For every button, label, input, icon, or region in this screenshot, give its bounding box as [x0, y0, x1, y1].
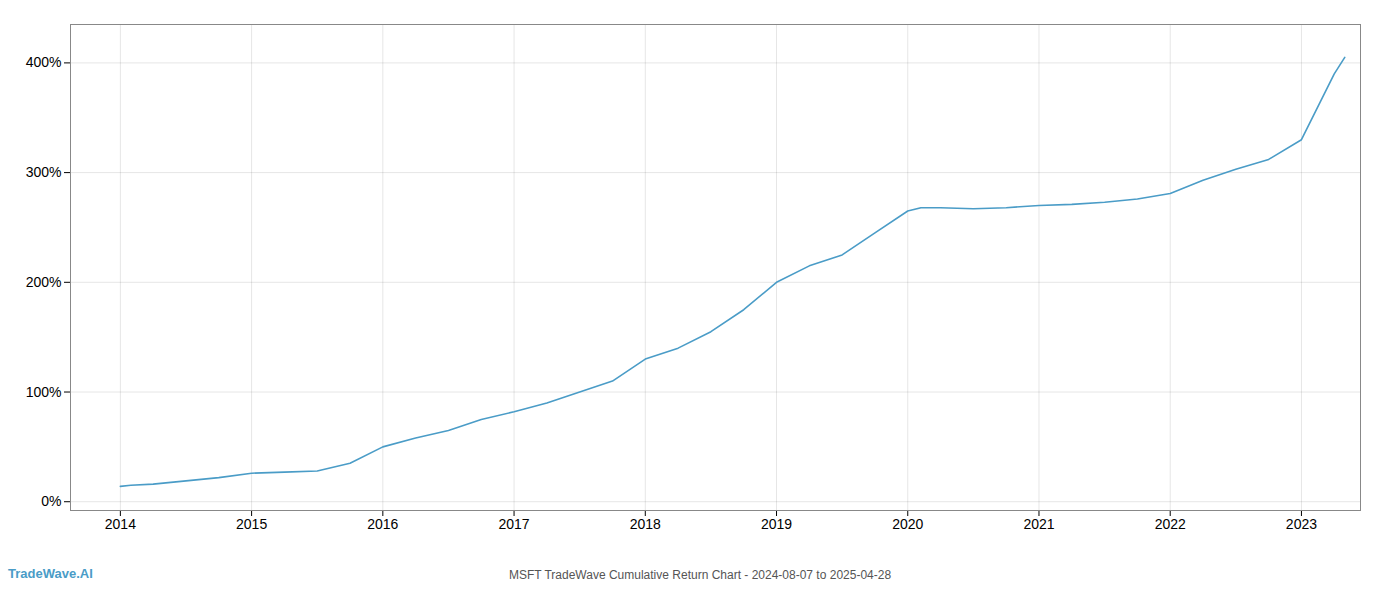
- svg-text:300%: 300%: [26, 164, 62, 180]
- svg-text:2017: 2017: [498, 516, 529, 532]
- svg-text:2019: 2019: [761, 516, 792, 532]
- svg-text:2014: 2014: [105, 516, 136, 532]
- svg-text:400%: 400%: [26, 54, 62, 70]
- html-text:MSFT TradeWave Cumulative Retu: MSFT TradeWave Cumulative Return Chart -…: [508, 568, 892, 582]
- svg-text:2020: 2020: [892, 516, 923, 532]
- svg-text:2022: 2022: [1155, 516, 1186, 532]
- svg-text:100%: 100%: [26, 383, 62, 399]
- svg-text:2016: 2016: [367, 516, 398, 532]
- svg-text:2023: 2023: [1286, 516, 1317, 532]
- svg-text:2018: 2018: [630, 516, 661, 532]
- svg-text:0%: 0%: [41, 493, 61, 509]
- svg-text:2015: 2015: [236, 516, 267, 532]
- svg-text:200%: 200%: [26, 274, 62, 290]
- svg-text:2021: 2021: [1023, 516, 1054, 532]
- html-text:TradeWave.AI: TradeWave.AI: [8, 566, 93, 581]
